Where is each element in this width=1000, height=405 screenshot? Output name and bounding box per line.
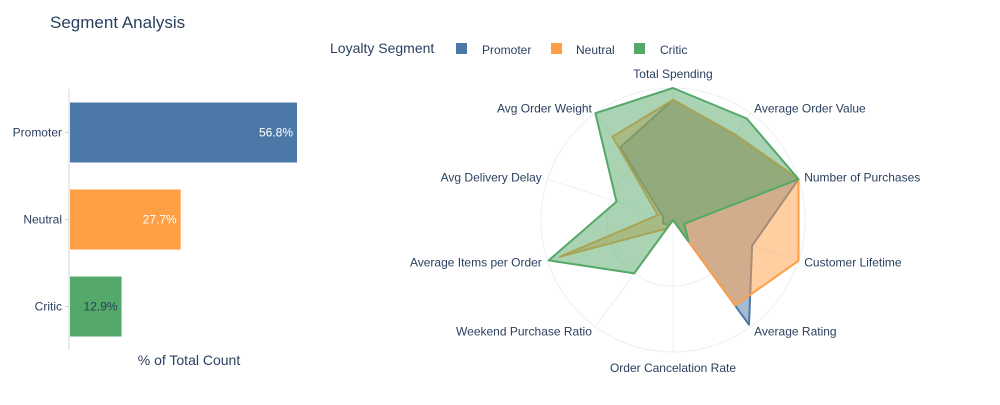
radar-axis-label-average-rating: Average Rating [754, 325, 837, 339]
radar-axis-label-avg-delivery-delay: Avg Delivery Delay [441, 170, 542, 184]
bar-promoter[interactable] [70, 102, 297, 163]
legend-title: Loyalty Segment [330, 40, 434, 56]
legend-label-promoter[interactable]: Promoter [482, 43, 531, 57]
legend-swatch-critic[interactable] [634, 43, 645, 54]
radar-series-critic[interactable] [547, 87, 800, 275]
radar-axis-label-avg-order-weight: Avg Order Weight [497, 101, 593, 115]
bar-x-axis-label: % of Total Count [138, 352, 241, 368]
legend-swatch-neutral[interactable] [551, 43, 562, 54]
bar-data-label-critic: 12.9% [84, 300, 118, 314]
bar-neutral[interactable] [70, 189, 181, 250]
radar-axis-label-weekend-purchase-ratio: Weekend Purchase Ratio [456, 325, 592, 339]
bar-chart: Promoter 56.8% Neutral 27.7% Critic 12.9% % of… [13, 89, 297, 368]
bar-critic[interactable] [70, 276, 122, 337]
radar-chart: Total Spending Average Order Value Number … [410, 67, 920, 375]
radar-axis-label-average-order-value: Average Order Value [754, 101, 866, 115]
legend-swatch-promoter[interactable] [456, 43, 467, 54]
bar-data-label-neutral: 27.7% [143, 213, 177, 227]
bar-tick-label-critic: Critic [35, 300, 62, 314]
radar-axis-label-number-of-purchases: Number of Purchases [804, 170, 920, 184]
bar-tick-label-promoter: Promoter [13, 126, 62, 140]
radar-axis-label-customer-lifetime: Customer Lifetime [804, 256, 902, 270]
legend-label-neutral[interactable]: Neutral [576, 43, 615, 57]
chart-title: Segment Analysis [50, 13, 185, 32]
radar-axis-label-order-cancelation-rate: Order Cancelation Rate [610, 361, 736, 375]
legend-label-critic[interactable]: Critic [660, 43, 687, 57]
radar-axis-label-total-spending: Total Spending [633, 67, 712, 81]
bar-tick-label-neutral: Neutral [23, 213, 62, 227]
bar-data-label-promoter: 56.8% [259, 126, 293, 140]
legend: Loyalty Segment Promoter Neutral Critic [330, 40, 687, 57]
radar-axis-label-average-items-per-order: Average Items per Order [410, 256, 542, 270]
